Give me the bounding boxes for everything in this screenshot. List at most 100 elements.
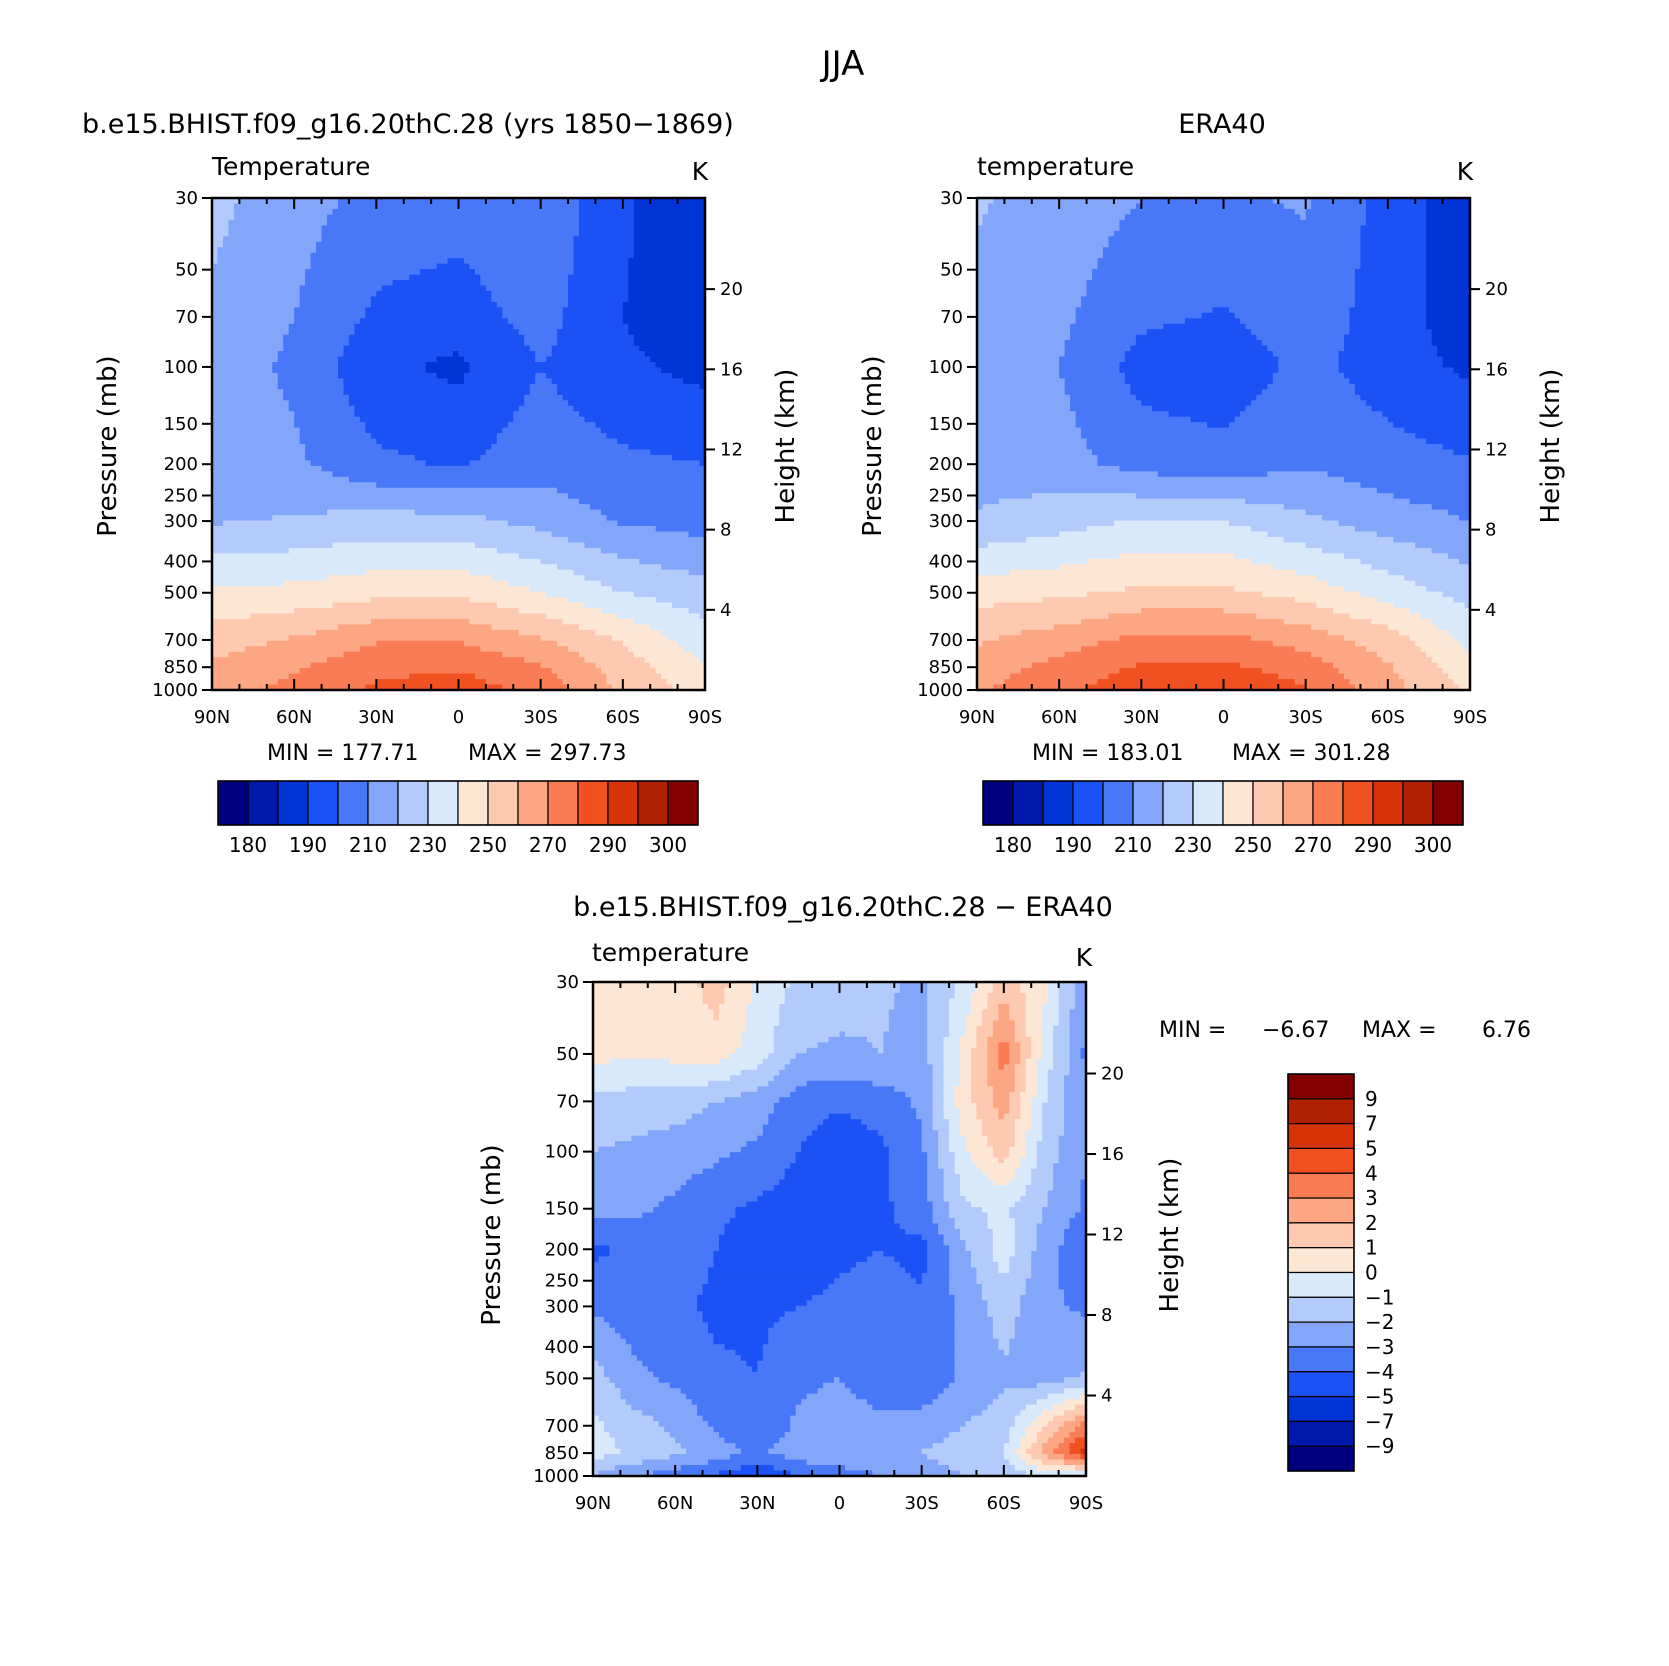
contour-cell	[1014, 1223, 1038, 1230]
contour-cell	[1360, 482, 1471, 489]
contour-cell	[250, 613, 547, 620]
contour-cell	[620, 1388, 682, 1395]
contour-cell	[595, 422, 706, 429]
contour-cell	[943, 1388, 1005, 1395]
contour-cell	[212, 203, 235, 210]
contour-cell	[1058, 1250, 1087, 1258]
contour-cell	[992, 1229, 1016, 1236]
panel-diff-min-value: −6.67	[1262, 1018, 1329, 1043]
contour-cell	[977, 586, 1126, 593]
contour-cell	[1294, 569, 1389, 576]
y-tick-label: 50	[556, 1044, 579, 1065]
contour-cell	[1272, 640, 1356, 647]
contour-cell	[557, 334, 635, 341]
contour-cell	[653, 1415, 704, 1422]
contour-cell	[977, 252, 1104, 259]
contour-cell	[998, 1014, 1010, 1022]
colorbar-swatch	[1192, 780, 1224, 826]
contour-cell	[1069, 1025, 1087, 1032]
contour-cell	[212, 307, 295, 314]
contour-cell	[354, 411, 514, 418]
contour-cell	[812, 1294, 956, 1301]
contour-cell	[593, 1218, 731, 1225]
contour-cell	[1185, 318, 1241, 325]
contour-cell	[212, 290, 301, 297]
contour-cell	[954, 992, 972, 1000]
contour-cell	[491, 290, 569, 297]
contour-cell	[343, 345, 531, 352]
contour-cell	[1387, 569, 1471, 576]
contour-cell	[927, 1168, 945, 1175]
contour-cell	[557, 329, 629, 336]
contour-cell	[1014, 1448, 1027, 1455]
contour-cell	[1058, 992, 1076, 1000]
colorbar-swatch	[1162, 780, 1194, 826]
contour-cell	[718, 1239, 928, 1247]
contour-cell	[642, 1459, 709, 1466]
contour-cell	[795, 1157, 890, 1164]
contour-cell	[784, 1311, 956, 1318]
contour-cell	[943, 1097, 956, 1104]
contour-cell	[299, 668, 553, 675]
contour-cell	[595, 629, 662, 636]
contour-cell	[593, 1064, 758, 1071]
x-tick-label: 60S	[606, 707, 640, 728]
contour-cell	[943, 1102, 956, 1109]
contour-cell	[212, 618, 372, 625]
contour-cell	[977, 608, 1142, 615]
contour-cell	[883, 1135, 923, 1142]
contour-cell	[1020, 1102, 1032, 1109]
contour-cell	[888, 1174, 928, 1181]
contour-cell	[1070, 405, 1153, 412]
contour-cell	[1426, 203, 1471, 210]
contour-cell	[672, 454, 706, 461]
contour-cell	[757, 1196, 890, 1203]
contour-cell	[1047, 1069, 1071, 1076]
contour-cell	[593, 1470, 600, 1477]
panel-era40: ERA40 temperature K 90N 60N 30N 0 30S 60S 90S3…	[858, 109, 1566, 857]
contour-cell	[1042, 1047, 1054, 1054]
contour-cell	[724, 998, 753, 1005]
contour-cell	[977, 575, 1318, 582]
contour-cell	[1025, 1141, 1038, 1148]
contour-cell	[970, 1157, 999, 1164]
contour-cell	[1086, 444, 1444, 451]
contour-cell	[1036, 1223, 1071, 1230]
contour-cell	[653, 1371, 956, 1378]
contour-cell	[1014, 1245, 1038, 1252]
contour-cell	[633, 208, 706, 215]
contour-cell	[708, 1322, 775, 1329]
contour-cell	[927, 1025, 950, 1032]
contour-cell	[1278, 673, 1345, 680]
y-tick-label: 700	[164, 630, 198, 651]
contour-cell	[949, 1135, 967, 1142]
contour-cell	[779, 1179, 890, 1186]
contour-cell	[1064, 1108, 1087, 1115]
contour-cell	[965, 1245, 994, 1252]
contour-cell	[1047, 1201, 1082, 1208]
panel-era40-title: ERA40	[1178, 109, 1266, 140]
contour-cell	[1437, 351, 1471, 358]
x-tick-label: 30S	[904, 1493, 938, 1514]
contour-cell	[1047, 992, 1060, 1000]
contour-cell	[409, 673, 476, 680]
colorbar-swatch	[217, 780, 249, 826]
contour-cell	[1404, 679, 1455, 686]
contour-cell	[751, 998, 786, 1005]
contour-cell	[932, 1218, 956, 1225]
contour-cell	[1097, 454, 1471, 461]
contour-cell	[212, 269, 306, 276]
contour-cell	[491, 624, 580, 631]
contour-cell	[661, 673, 706, 680]
contour-cell	[921, 1124, 934, 1131]
contour-cell	[1201, 312, 1236, 319]
y-tick-label: 1000	[917, 680, 963, 701]
contour-cell	[1025, 1003, 1043, 1011]
y2-tick-label: 20	[1101, 1063, 1124, 1084]
contour-cell	[212, 449, 306, 456]
contour-cell	[628, 285, 706, 292]
contour-cell	[343, 351, 454, 358]
contour-cell	[359, 416, 514, 423]
contour-cell	[1344, 340, 1433, 347]
contour-cell	[212, 635, 290, 642]
